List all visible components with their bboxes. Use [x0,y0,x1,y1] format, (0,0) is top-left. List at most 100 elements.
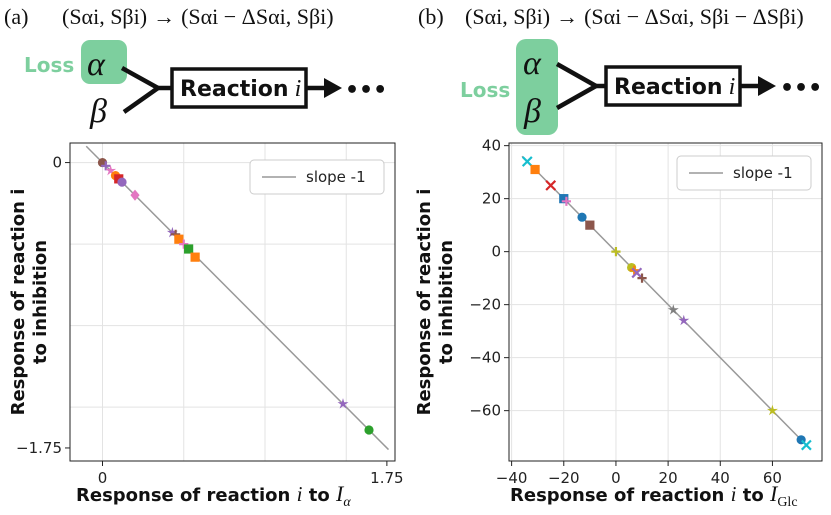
chart-b-xlabel-sub: Glc [777,495,797,510]
panel-a-header: (a) (Sαi, Sβi) → (Sαi − ΔSαi, Sβi) Loss α … [4,4,387,130]
chart-b-ticks: −40 −20 0 20 40 60 40 20 0 −20 −40 −60 [469,137,782,487]
chart-a-grid [70,143,395,461]
chart-b-points [521,156,812,451]
chart-a-point-12 [190,252,200,262]
chart-b-xlabel-part3: to [736,485,770,506]
panel-a-beta: β [89,93,107,130]
chart-b-xtick-label-1: −20 [548,469,580,487]
chart-b-point-0 [521,156,533,167]
chart-b-xtick-label-5: 60 [763,469,782,487]
chart-b-point-11 [637,273,647,283]
chart-a-point-14 [364,425,374,435]
panel-a-alpha: α [87,46,106,83]
panel-b-alpha: α [523,45,542,82]
chart-b-grid [509,143,822,461]
chart-b-point-1 [530,164,540,175]
panel-b-reaction-index: i [729,74,736,100]
panel-b-formula-arrow: → [556,4,578,29]
chart-a-point-2 [105,164,117,176]
chart-b-point-2 [545,180,557,191]
chart-b-xtick-label-3: 20 [659,469,678,487]
panel-a-merge-lines [120,66,161,114]
panel-a-formula-right: (Sαi − ΔSαi, Sβi) [181,4,334,29]
chart-b-frame [508,142,823,462]
chart-b-point-16 [800,439,812,451]
panel-a-loss-label: Loss [24,53,74,77]
chart-b-ylabel-line1: Response of reaction i [414,189,435,416]
chart-b-point-12 [667,304,679,315]
panel-b-letter: (b) [418,4,444,29]
chart-b-point-5 [577,212,587,222]
chart-b-point-13 [678,314,690,326]
chart-a-xlabel: Response of reaction i to Iα [76,481,351,510]
chart-b-ytick-label-3: −20 [469,296,501,314]
panel-a-ellipsis: ••• [345,78,387,103]
chart-a-legend: slope -1 [249,159,385,195]
chart-b-point-4 [561,196,571,206]
panel-a-formula: (Sαi, Sβi) → (Sαi − ΔSαi, Sβi) [62,4,334,29]
chart-b: −40 −20 0 20 40 60 40 20 0 −20 −40 −60 slope -1 Res… [414,137,823,510]
chart-b-point-7 [611,247,621,257]
chart-b-ytick-label-1: 20 [482,190,501,208]
panel-a-arrowhead [324,78,342,98]
panel-b-loss-label: Loss [460,78,510,102]
chart-b-legend-box [676,155,812,191]
chart-a-point-10 [179,239,189,249]
chart-b-xlabel-I: I [769,481,779,506]
panel-a-loss-box [81,40,127,84]
chart-b-ytick-label-0: 40 [482,137,501,155]
chart-b-xlabel-part1: Response of reaction [510,485,731,506]
chart-b-slope-line [521,155,810,449]
chart-b-point-14 [766,404,778,416]
chart-b-ylabel-line2: to inhibition [436,240,457,364]
chart-a-ylabel-line1: Response of reaction i [8,189,29,416]
chart-a: 0 1.75 0 −1.75 slope -1 Response of reactio… [8,142,404,510]
panel-b-reaction-label: Reaction [614,75,723,100]
chart-b-point-3 [559,194,569,204]
panel-a-reaction-text: Reaction i [180,76,301,102]
chart-b-xtick-label-0: −40 [496,469,528,487]
chart-a-point-7 [166,226,178,238]
chart-b-ytick-label-2: 0 [491,243,501,261]
chart-a-point-5 [117,177,127,187]
panel-b-formula: (Sαi, Sβi) → (Sαi − ΔSαi, Sβi − ΔSβi) [465,4,804,29]
chart-a-legend-label: slope -1 [306,168,366,186]
panel-b-formula-left: (Sαi, Sβi) [465,4,550,29]
chart-b-xtick-label-2: 0 [611,469,621,487]
chart-a-point-9 [174,234,184,244]
chart-a-points [97,157,374,435]
panel-b-loss-box [516,39,558,135]
chart-b-point-6 [585,220,595,230]
panel-a-formula-left: (Sαi, Sβi) [62,4,147,29]
panel-b-formula-right: (Sαi − ΔSαi, Sβi − ΔSβi) [584,4,804,29]
chart-a-xlabel-i: i [297,482,303,506]
panel-b-arrowhead [758,76,776,96]
chart-a-point-4 [114,174,124,184]
panel-a-reaction-index: i [295,76,302,102]
chart-a-xlabel-part1: Response of reaction [76,485,297,506]
panel-b-merge-lines [555,62,599,110]
chart-a-point-1 [101,161,111,171]
panel-b-reaction-box [604,65,742,107]
chart-a-point-6 [130,189,140,201]
chart-a-xlabel-I: I [335,481,345,506]
chart-a-ytick-label-0: 0 [52,154,62,172]
panel-b-beta: β [523,93,541,130]
chart-a-legend-box [249,159,385,195]
chart-b-point-10 [631,267,643,279]
chart-b-legend: slope -1 [676,155,812,191]
chart-a-xtick-label-0: 0 [98,469,108,487]
chart-b-ytick-label-4: −40 [469,349,501,367]
chart-a-frame [69,142,396,462]
panel-a-reaction-label: Reaction [180,77,289,102]
chart-a-ylabel-line2: to inhibition [30,240,51,364]
chart-a-point-13 [337,398,349,409]
chart-b-xtick-label-4: 40 [711,469,730,487]
chart-b-ytick-label-5: −60 [469,402,501,420]
chart-b-xlabel-i: i [731,482,737,506]
chart-a-point-11 [184,244,194,254]
chart-a-xlabel-sub: α [343,495,351,510]
panel-a-letter: (a) [4,4,28,29]
panel-b-reaction-text: Reaction i [614,74,735,100]
panel-a-formula-arrow: → [153,4,175,29]
